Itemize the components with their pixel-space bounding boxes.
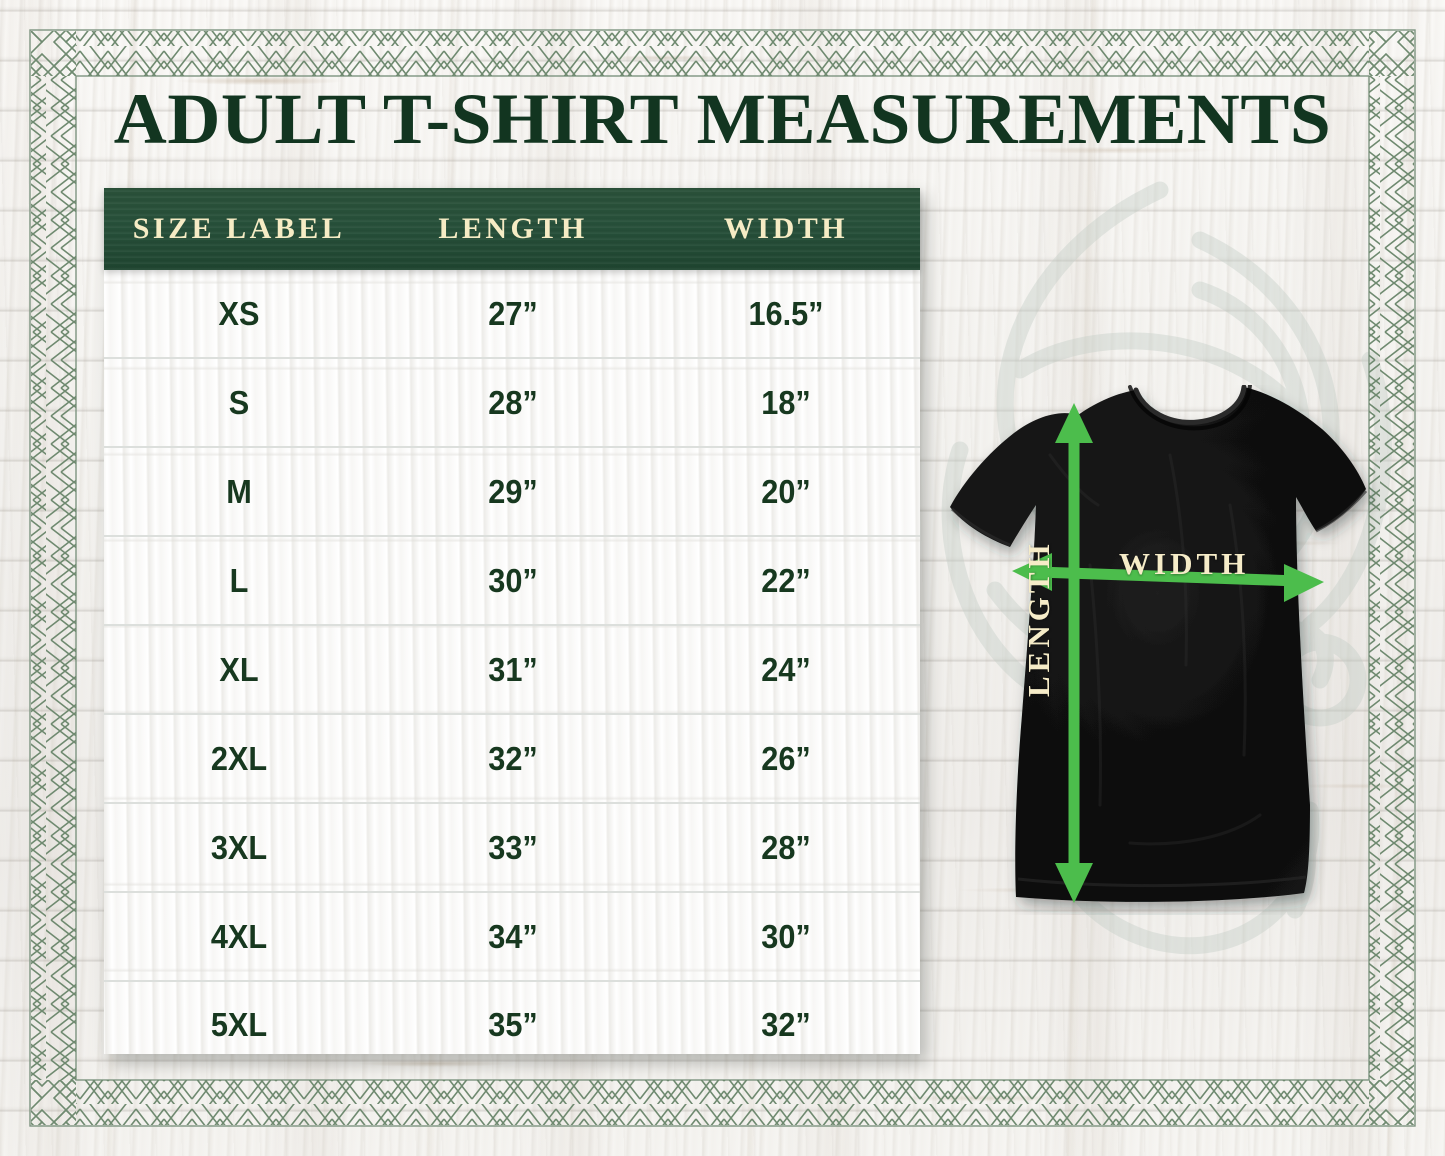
length-value-cell: 33” <box>488 828 538 866</box>
table-row: L 30” 22” <box>104 537 920 626</box>
width-value-cell: 20” <box>761 472 811 510</box>
size-label-cell: XS <box>218 294 260 332</box>
size-label-cell: 5XL <box>210 1005 268 1043</box>
width-value-cell: 24” <box>761 650 811 688</box>
length-value-cell: 30” <box>488 561 538 599</box>
length-value-cell: 28” <box>488 383 538 421</box>
width-label: WIDTH <box>1119 546 1250 581</box>
length-value-cell: 29” <box>488 472 538 510</box>
length-value-cell: 31” <box>488 650 538 688</box>
size-label-cell: 4XL <box>210 917 268 955</box>
length-arrow-icon <box>1055 403 1093 903</box>
length-value-cell: 35” <box>488 1005 538 1043</box>
length-value-cell: 27” <box>488 294 538 332</box>
table-row: 5XL 35” 32” <box>104 982 920 1067</box>
width-value-cell: 28” <box>761 828 811 866</box>
table-header-row: SIZE LABEL LENGTH WIDTH <box>104 188 920 270</box>
tshirt-graphic-icon <box>950 383 1368 903</box>
size-label-cell: M <box>226 472 252 510</box>
column-header-size-label: SIZE LABEL <box>132 212 346 245</box>
width-value-cell: 16.5” <box>748 294 824 332</box>
width-value-cell: 18” <box>761 383 811 421</box>
size-label-cell: 2XL <box>210 739 268 777</box>
table-row: XL 31” 24” <box>104 626 920 715</box>
width-value-cell: 32” <box>761 1005 811 1043</box>
size-chart-card: SIZE LABEL LENGTH WIDTH XS 27” 16.5” S 28” 18… <box>104 188 920 1054</box>
table-row: 2XL 32” 26” <box>104 715 920 804</box>
length-value-cell: 34” <box>488 917 538 955</box>
column-header-width: WIDTH <box>723 212 849 245</box>
length-value-cell: 32” <box>488 739 538 777</box>
width-value-cell: 26” <box>761 739 811 777</box>
size-label-cell: XL <box>219 650 259 688</box>
length-label: LENGTH <box>1021 540 1056 697</box>
table-row: S 28” 18” <box>104 359 920 448</box>
width-value-cell: 22” <box>761 561 811 599</box>
size-label-cell: S <box>228 383 250 421</box>
size-label-cell: L <box>229 561 249 599</box>
page-title: ADULT T-SHIRT MEASUREMENTS <box>113 79 1332 159</box>
table-row: M 29” 20” <box>104 448 920 537</box>
width-value-cell: 30” <box>761 917 811 955</box>
tshirt-illustration: WIDTH LENGTH <box>930 383 1380 915</box>
column-header-length: LENGTH <box>438 212 588 245</box>
table-row: XS 27” 16.5” <box>104 270 920 359</box>
table-row: 4XL 34” 30” <box>104 893 920 982</box>
table-body: XS 27” 16.5” S 28” 18” M 29” 20” L 30” 22” XL 31” 24” 2… <box>104 270 920 1067</box>
size-label-cell: 3XL <box>210 828 268 866</box>
width-arrow-icon <box>1012 553 1324 602</box>
table-row: 3XL 33” 28” <box>104 804 920 893</box>
